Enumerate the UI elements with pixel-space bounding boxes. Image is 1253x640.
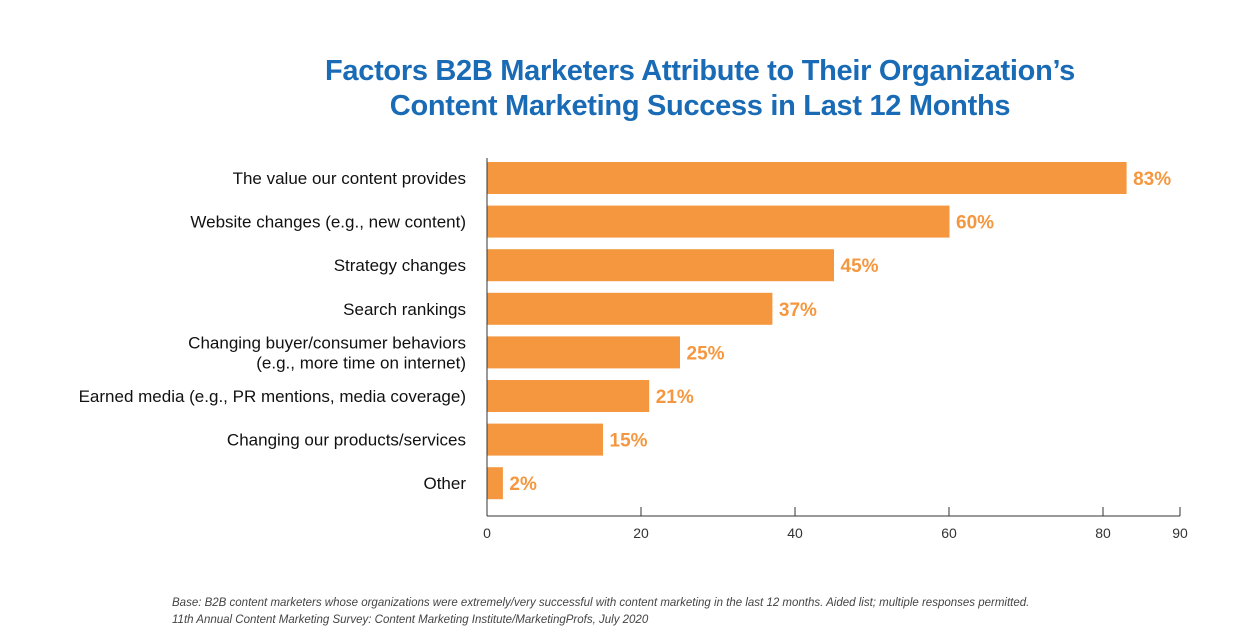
category-label: Changing buyer/consumer behaviors [188,333,466,352]
bar-value-label: 45% [841,256,879,277]
category-label: The value our content provides [233,169,466,188]
bar-value-label: 83% [1133,169,1171,190]
x-tick-label: 0 [483,525,491,541]
footnote-base: Base: B2B content marketers whose organi… [172,597,1030,609]
bar [487,205,950,238]
bar [487,249,834,282]
bar-value-label: 15% [610,431,648,452]
x-tick-label: 20 [633,525,649,541]
x-tick-label: 80 [1095,525,1111,541]
bar-value-label: 25% [687,343,725,364]
bar-value-label: 21% [656,387,694,408]
bar-value-label: 2% [509,474,537,495]
footnote: Base: B2B content marketers whose organi… [172,595,1232,629]
category-label: Strategy changes [334,256,466,275]
bar [487,162,1127,194]
category-label: Changing our products/services [227,431,466,450]
x-tick-label: 40 [787,525,803,541]
bar [487,336,680,369]
footnote-source: 11th Annual Content Marketing Survey: Co… [172,614,649,626]
category-label: Earned media (e.g., PR mentions, media c… [79,387,466,406]
bar [487,292,773,325]
bar-value-label: 37% [779,300,817,321]
bar [487,380,650,412]
category-label: Other [423,474,466,493]
x-tick-label: 60 [941,525,957,541]
chart-title-line-2: Content Marketing Success in Last 12 Mon… [389,90,1011,122]
chart-title: Factors B2B Marketers Attribute to Their… [250,54,1150,124]
bar [487,467,503,500]
bar-value-label: 60% [956,213,994,234]
category-label: Website changes (e.g., new content) [190,213,466,232]
category-label: Search rankings [343,300,466,319]
x-tick-label: 90 [1172,525,1188,541]
chart-title-line-1: Factors B2B Marketers Attribute to Their… [325,55,1075,87]
category-label: (e.g., more time on internet) [256,353,466,372]
bar [487,423,603,456]
